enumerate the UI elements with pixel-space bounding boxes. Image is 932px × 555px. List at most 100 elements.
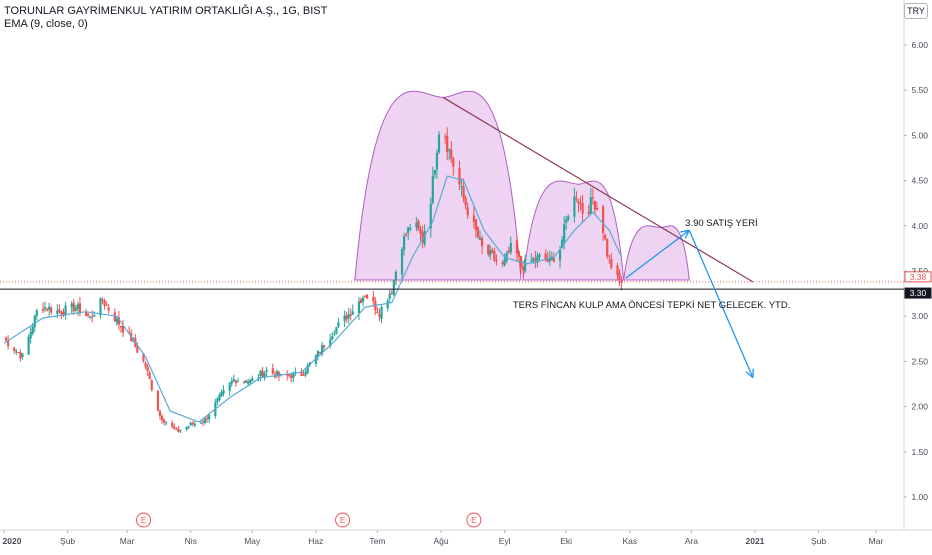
candle-body [337, 322, 339, 326]
candle-body [491, 250, 493, 253]
candle-body [508, 250, 510, 252]
currency-badge[interactable]: TRY [904, 3, 928, 19]
candle-body [534, 258, 536, 260]
x-tick-label: Tem [369, 536, 385, 546]
candle-body [272, 368, 274, 373]
candle-body [618, 273, 620, 279]
candle-body [235, 380, 237, 383]
candle-body [120, 326, 122, 327]
candle-body [590, 197, 592, 214]
candle-body [352, 311, 354, 315]
candle-body [577, 201, 579, 204]
candle [85, 309, 87, 316]
candle-body [567, 216, 569, 219]
candle-body [259, 371, 261, 376]
x-tick-label: Mar [120, 536, 135, 546]
candle-body [71, 304, 73, 308]
last-price-tag: 3.38 [905, 272, 931, 282]
candle-body [378, 314, 380, 317]
earnings-letter: E [141, 516, 146, 525]
candle-body [44, 307, 46, 309]
candle-body [163, 420, 165, 423]
candle-body [362, 298, 364, 302]
earnings-marker[interactable]: E [336, 513, 350, 527]
candle-body [465, 198, 467, 206]
candle-body [602, 207, 604, 233]
candle [171, 420, 173, 428]
y-tick-label: 6.00 [911, 40, 928, 50]
indicator-label[interactable]: EMA (9, close, 0) [4, 18, 88, 30]
candle-body [13, 348, 15, 351]
candle [157, 390, 159, 412]
price-tag-label: 3.30 [910, 288, 927, 298]
candle-body [108, 307, 110, 310]
candle [333, 330, 335, 336]
candle [149, 370, 151, 379]
candle-body [243, 382, 245, 383]
candle-body [245, 380, 247, 383]
candle-body [249, 380, 251, 383]
candle [19, 349, 21, 361]
candle-body [477, 228, 479, 238]
earnings-marker[interactable]: E [137, 513, 151, 527]
candle-body [407, 227, 409, 232]
candle [343, 311, 345, 327]
candle [192, 421, 194, 427]
candle [175, 427, 177, 430]
candle-body [288, 374, 290, 375]
annotation-comment: TERS FİNCAN KULP AMA ÖNCESİ TEPKİ NET GE… [513, 300, 791, 311]
candle [243, 381, 245, 385]
ema-line [4, 176, 622, 422]
candle [13, 347, 15, 354]
candle-body [36, 311, 38, 316]
candle-body [261, 371, 263, 377]
candle-body [93, 315, 95, 317]
candle [105, 301, 107, 306]
candle [101, 297, 103, 304]
candle-body [489, 250, 491, 255]
candle [259, 370, 261, 381]
x-tick-label: Şub [60, 536, 75, 546]
candle-body [343, 315, 345, 321]
candle [378, 309, 380, 322]
candle-body [194, 424, 196, 426]
candle [263, 371, 265, 381]
candle-body [91, 317, 93, 318]
candle-body [56, 310, 58, 313]
candle-body [229, 383, 231, 391]
candle-body [79, 303, 81, 313]
candle-body [147, 367, 149, 371]
candle [364, 295, 366, 298]
candle [350, 308, 352, 320]
y-tick-label: 4.50 [911, 176, 928, 186]
candle-body [204, 419, 206, 423]
candle-body [395, 272, 397, 281]
candle-body [144, 363, 146, 367]
candle-body [157, 391, 159, 411]
candle [151, 379, 153, 391]
candle [21, 353, 23, 360]
earnings-marker[interactable]: E [467, 513, 481, 527]
candle-body [473, 215, 475, 221]
candle-body [610, 259, 612, 268]
candle-body [419, 229, 421, 234]
candle-body [360, 299, 362, 303]
candle [360, 298, 362, 304]
candle-body [202, 422, 204, 423]
symbol-title[interactable]: TORUNLAR GAYRİMENKUL YATIRIM ORTAKLIĞI A… [4, 5, 327, 17]
candle-body [516, 240, 518, 253]
candle [48, 303, 50, 317]
candle [28, 334, 30, 354]
candle-body [372, 297, 374, 301]
candle [218, 393, 220, 402]
candle-body [105, 305, 107, 306]
candle-body [393, 280, 395, 294]
candle-body [366, 295, 368, 298]
candle-body [487, 245, 489, 254]
candle-body [233, 379, 235, 381]
candle-body [77, 304, 79, 309]
candle-body [116, 318, 118, 323]
candle [122, 320, 124, 337]
